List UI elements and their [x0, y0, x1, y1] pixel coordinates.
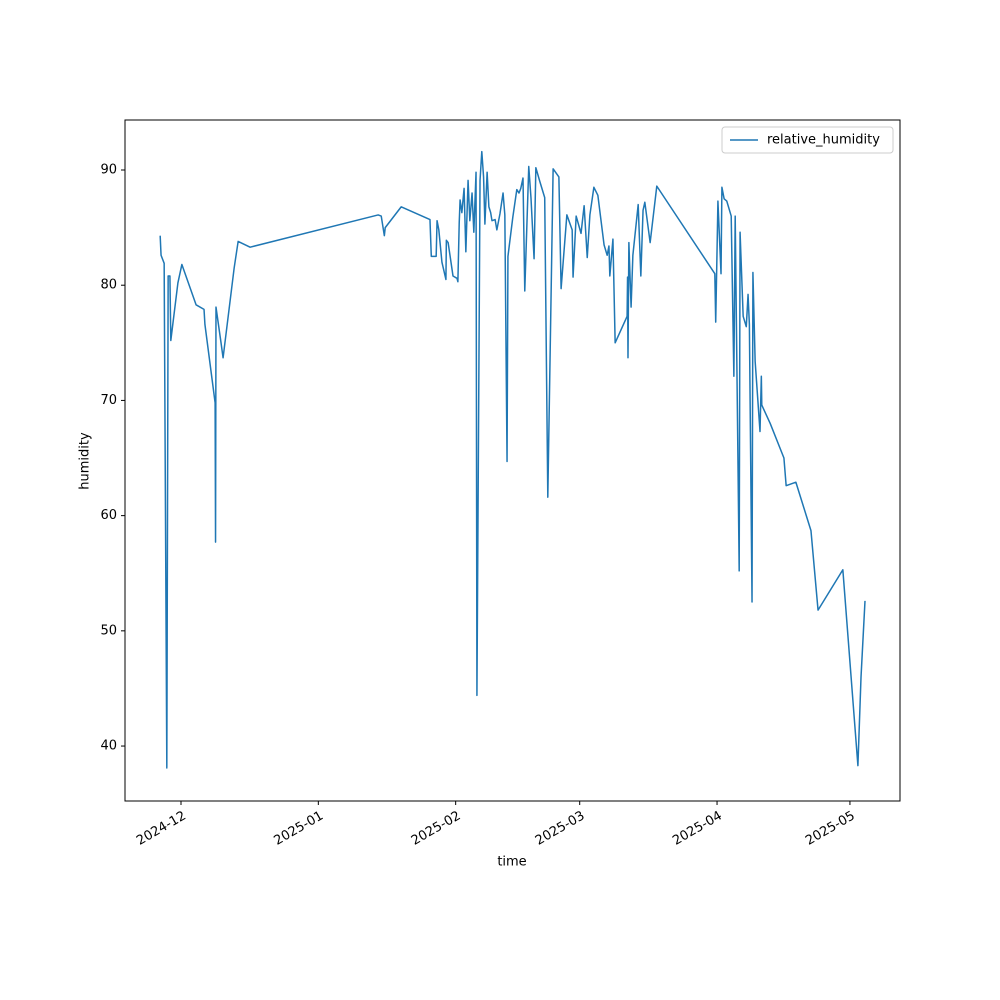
- plot-frame: [124, 119, 901, 802]
- y-tick-label: 40: [100, 739, 117, 754]
- y-axis-label: humidity: [78, 432, 93, 490]
- legend-box: [721, 126, 894, 154]
- y-tick-label: 70: [100, 393, 117, 408]
- legend-label: relative_humidity: [767, 133, 880, 148]
- y-tick-label: 90: [100, 163, 117, 178]
- data-line: [159, 150, 866, 769]
- y-tick-label: 50: [100, 623, 117, 638]
- y-tick-label: 60: [100, 508, 117, 523]
- y-tick-label: 80: [100, 278, 117, 293]
- x-axis-label: time: [497, 855, 526, 870]
